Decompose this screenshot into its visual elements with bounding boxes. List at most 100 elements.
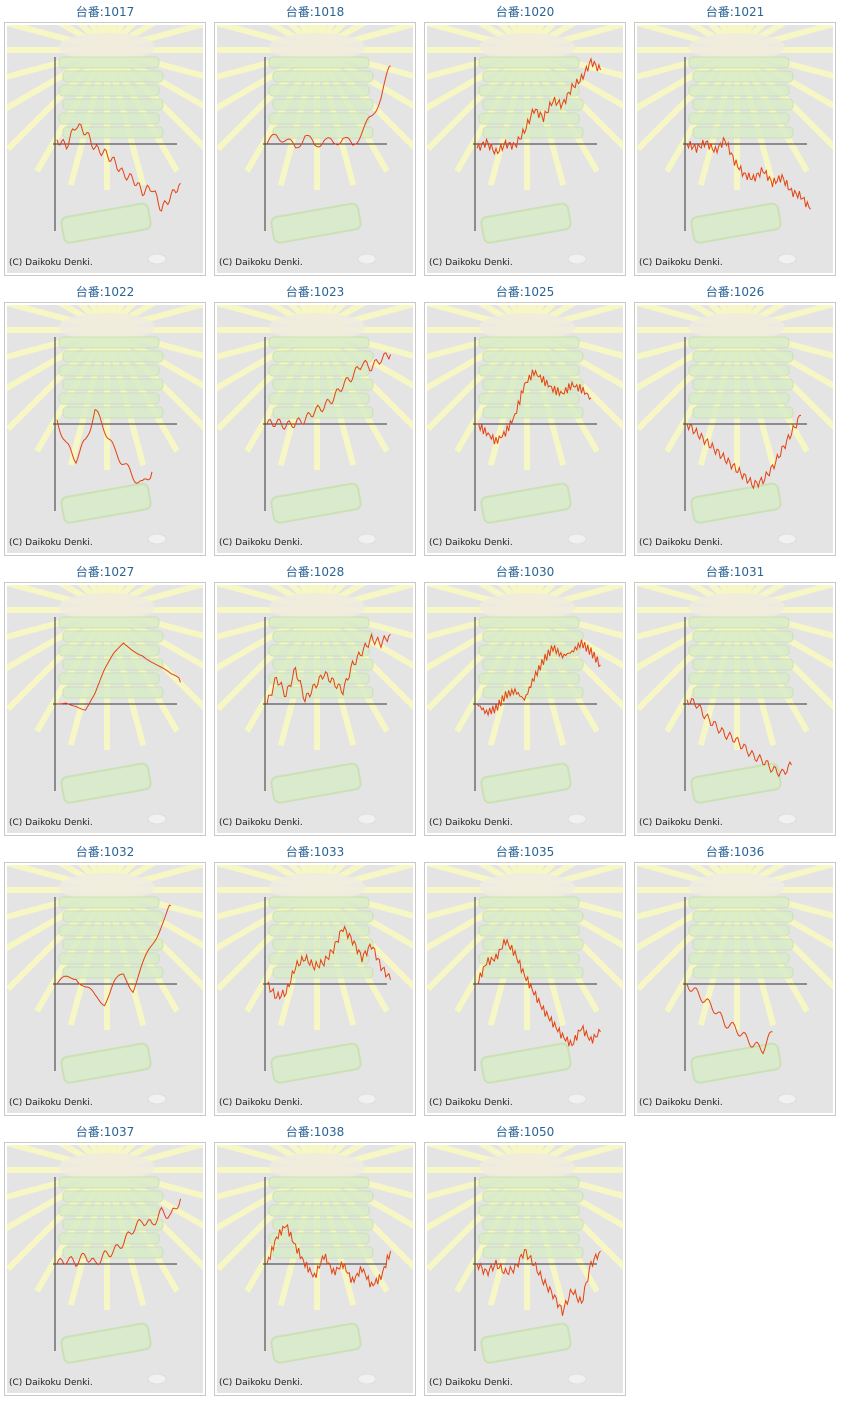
slump-graph: (C) Daikoku Denki. <box>427 585 623 833</box>
copyright-text: (C) Daikoku Denki. <box>219 1378 303 1388</box>
copyright-text: (C) Daikoku Denki. <box>429 538 513 548</box>
slump-line <box>266 632 391 705</box>
machine-title-link[interactable]: 台番:1017 <box>75 5 135 19</box>
machine-decoration <box>268 313 377 545</box>
slump-graph: (C) Daikoku Denki. <box>7 585 203 833</box>
machine-decoration <box>268 873 377 1105</box>
slump-line <box>686 697 792 778</box>
machine-title-link[interactable]: 台番:1018 <box>285 5 345 19</box>
graph-frame[interactable]: (C) Daikoku Denki. <box>4 1142 206 1396</box>
machine-title-link[interactable]: 台番:1027 <box>75 565 135 579</box>
machine-cell-1022: 台番:1022 (C) Daikoku Denki. <box>0 280 210 560</box>
graph-frame[interactable]: (C) Daikoku Denki. <box>214 22 416 276</box>
slump-graph: (C) Daikoku Denki. <box>637 25 833 273</box>
slump-graph: (C) Daikoku Denki. <box>427 865 623 1113</box>
machine-title-link[interactable]: 台番:1020 <box>495 5 555 19</box>
graph-frame[interactable]: (C) Daikoku Denki. <box>424 22 626 276</box>
machine-cell-1025: 台番:1025 (C) Daikoku Denki. <box>420 280 630 560</box>
machine-title-link[interactable]: 台番:1021 <box>705 5 765 19</box>
slump-line <box>266 925 391 1001</box>
copyright-text: (C) Daikoku Denki. <box>429 258 513 268</box>
machine-title-link[interactable]: 台番:1023 <box>285 285 345 299</box>
slump-graph: (C) Daikoku Denki. <box>637 305 833 553</box>
slump-graph: (C) Daikoku Denki. <box>7 865 203 1113</box>
graph-frame[interactable]: (C) Daikoku Denki. <box>214 302 416 556</box>
graph-frame[interactable]: (C) Daikoku Denki. <box>634 862 836 1116</box>
copyright-text: (C) Daikoku Denki. <box>219 1098 303 1108</box>
machine-cell-1021: 台番:1021 (C) Daikoku Denki. <box>630 0 840 280</box>
machine-cell-1050: 台番:1050 (C) Daikoku Denki. <box>420 1120 630 1400</box>
machine-decoration <box>268 593 377 825</box>
machine-title-link[interactable]: 台番:1036 <box>705 845 765 859</box>
slump-line <box>476 1249 601 1316</box>
slump-line <box>686 414 802 490</box>
machine-decoration <box>688 313 797 545</box>
graph-frame[interactable]: (C) Daikoku Denki. <box>424 302 626 556</box>
machine-decoration <box>268 33 377 265</box>
copyright-text: (C) Daikoku Denki. <box>429 1098 513 1108</box>
graph-frame[interactable]: (C) Daikoku Denki. <box>4 22 206 276</box>
machine-title-link[interactable]: 台番:1050 <box>495 1125 555 1139</box>
machine-title-link[interactable]: 台番:1035 <box>495 845 555 859</box>
machine-cell-1026: 台番:1026 (C) Daikoku Denki. <box>630 280 840 560</box>
machine-decoration <box>58 33 167 265</box>
copyright-text: (C) Daikoku Denki. <box>9 1098 93 1108</box>
copyright-text: (C) Daikoku Denki. <box>9 258 93 268</box>
machine-cell-1038: 台番:1038 (C) Daikoku Denki. <box>210 1120 420 1400</box>
machine-title-link[interactable]: 台番:1030 <box>495 565 555 579</box>
machine-cell-1036: 台番:1036 (C) Daikoku Denki. <box>630 840 840 1120</box>
slump-line <box>476 938 601 1047</box>
machine-title-link[interactable]: 台番:1038 <box>285 1125 345 1139</box>
machine-cell-1018: 台番:1018 (C) Daikoku Denki. <box>210 0 420 280</box>
graph-frame[interactable]: (C) Daikoku Denki. <box>214 862 416 1116</box>
graph-frame[interactable]: (C) Daikoku Denki. <box>424 1142 626 1396</box>
machine-title-link[interactable]: 台番:1031 <box>705 565 765 579</box>
slump-graph: (C) Daikoku Denki. <box>7 25 203 273</box>
slump-graph: (C) Daikoku Denki. <box>217 865 413 1113</box>
slump-line <box>686 983 773 1055</box>
slump-line <box>56 123 181 212</box>
machine-decoration <box>688 593 797 825</box>
slump-graph: (C) Daikoku Denki. <box>217 1145 413 1393</box>
machine-title-link[interactable]: 台番:1025 <box>495 285 555 299</box>
copyright-text: (C) Daikoku Denki. <box>219 258 303 268</box>
machine-title-link[interactable]: 台番:1037 <box>75 1125 135 1139</box>
slump-graph: (C) Daikoku Denki. <box>7 305 203 553</box>
machine-cell-1023: 台番:1023 (C) Daikoku Denki. <box>210 280 420 560</box>
graph-frame[interactable]: (C) Daikoku Denki. <box>634 582 836 836</box>
slump-graph: (C) Daikoku Denki. <box>217 25 413 273</box>
slump-line <box>56 904 172 1007</box>
machine-title-link[interactable]: 台番:1032 <box>75 845 135 859</box>
slump-graph: (C) Daikoku Denki. <box>427 305 623 553</box>
machine-decoration <box>478 593 587 825</box>
machine-title-link[interactable]: 台番:1033 <box>285 845 345 859</box>
graph-frame[interactable]: (C) Daikoku Denki. <box>634 302 836 556</box>
graph-frame[interactable]: (C) Daikoku Denki. <box>424 582 626 836</box>
graph-frame[interactable]: (C) Daikoku Denki. <box>4 862 206 1116</box>
slump-graph: (C) Daikoku Denki. <box>7 1145 203 1393</box>
slump-graph: (C) Daikoku Denki. <box>427 1145 623 1393</box>
graph-frame[interactable]: (C) Daikoku Denki. <box>4 582 206 836</box>
machine-decoration <box>58 873 167 1105</box>
slump-line <box>56 1198 181 1268</box>
copyright-text: (C) Daikoku Denki. <box>219 818 303 828</box>
copyright-text: (C) Daikoku Denki. <box>9 1378 93 1388</box>
slump-line <box>476 57 601 156</box>
machine-decoration <box>688 873 797 1105</box>
machine-decoration <box>58 313 167 545</box>
graph-frame[interactable]: (C) Daikoku Denki. <box>214 1142 416 1396</box>
slump-graph: (C) Daikoku Denki. <box>637 585 833 833</box>
graph-frame[interactable]: (C) Daikoku Denki. <box>4 302 206 556</box>
graph-frame[interactable]: (C) Daikoku Denki. <box>424 862 626 1116</box>
graph-frame[interactable]: (C) Daikoku Denki. <box>214 582 416 836</box>
graph-frame[interactable]: (C) Daikoku Denki. <box>634 22 836 276</box>
machine-decoration <box>478 313 587 545</box>
machine-title-link[interactable]: 台番:1022 <box>75 285 135 299</box>
machine-title-link[interactable]: 台番:1028 <box>285 565 345 579</box>
machine-cell-1020: 台番:1020 (C) Daikoku Denki. <box>420 0 630 280</box>
machine-title-link[interactable]: 台番:1026 <box>705 285 765 299</box>
copyright-text: (C) Daikoku Denki. <box>9 818 93 828</box>
copyright-text: (C) Daikoku Denki. <box>639 538 723 548</box>
slump-line <box>56 642 181 711</box>
